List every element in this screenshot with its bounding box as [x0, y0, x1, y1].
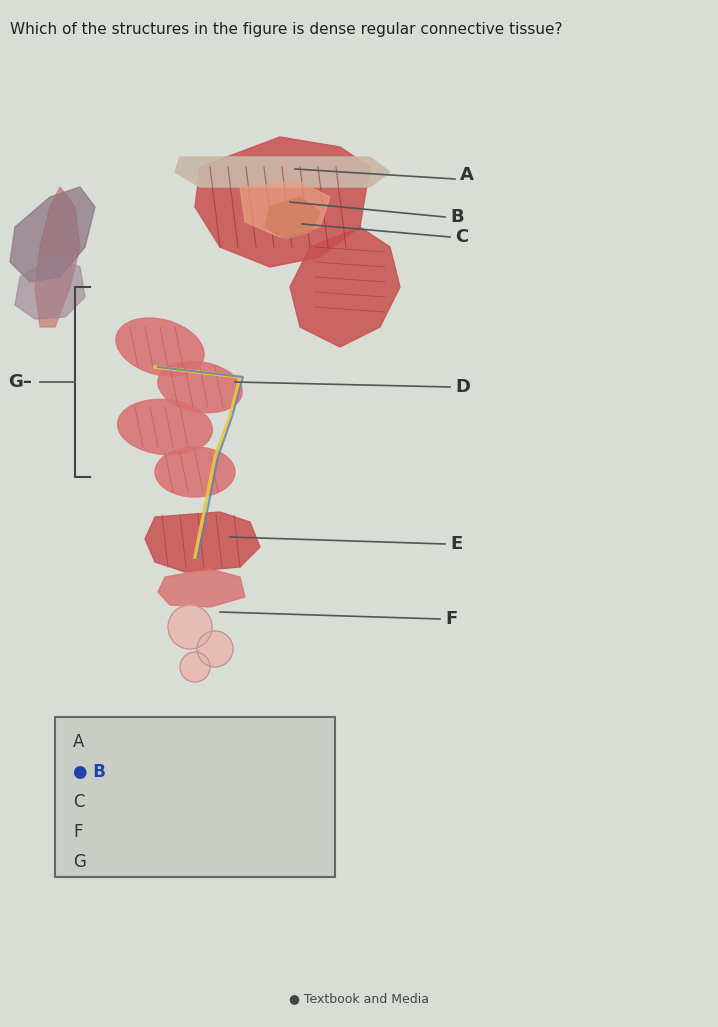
Circle shape: [197, 631, 233, 667]
Ellipse shape: [118, 400, 213, 455]
Text: C: C: [73, 793, 85, 811]
Text: A: A: [73, 733, 85, 751]
Polygon shape: [175, 157, 390, 187]
Polygon shape: [195, 137, 370, 267]
Polygon shape: [35, 187, 80, 327]
Circle shape: [168, 605, 212, 649]
Text: F: F: [73, 823, 83, 841]
Ellipse shape: [158, 362, 242, 413]
Text: A: A: [460, 166, 474, 184]
Text: ● Textbook and Media: ● Textbook and Media: [289, 992, 429, 1005]
Text: ● B: ● B: [73, 763, 106, 781]
Polygon shape: [240, 182, 330, 237]
Ellipse shape: [116, 318, 204, 376]
Text: E: E: [450, 535, 462, 553]
Circle shape: [180, 652, 210, 682]
Text: B: B: [450, 208, 464, 226]
Polygon shape: [290, 227, 400, 347]
Ellipse shape: [155, 447, 235, 497]
Polygon shape: [265, 197, 320, 239]
FancyBboxPatch shape: [55, 717, 335, 877]
Polygon shape: [10, 187, 95, 282]
Polygon shape: [15, 257, 85, 319]
Text: Which of the structures in the figure is dense regular connective tissue?: Which of the structures in the figure is…: [10, 22, 562, 37]
Text: C: C: [455, 228, 468, 246]
Text: G–: G–: [8, 373, 32, 391]
Text: D: D: [455, 378, 470, 396]
Text: G: G: [73, 853, 86, 871]
Polygon shape: [145, 512, 260, 572]
Text: F: F: [445, 610, 457, 627]
Polygon shape: [158, 569, 245, 607]
